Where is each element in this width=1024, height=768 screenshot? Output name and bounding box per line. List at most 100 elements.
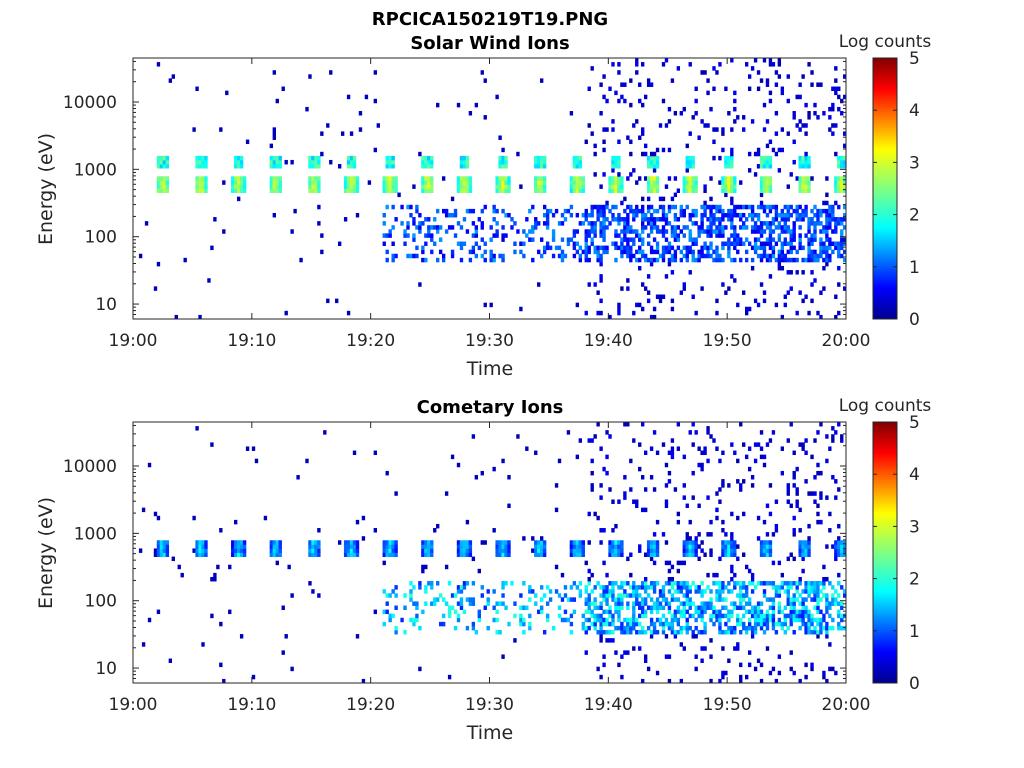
heatmap-cell (783, 589, 787, 594)
heatmap-cell (400, 617, 404, 623)
colorbar-tick-label: 5 (909, 49, 920, 69)
heatmap-cell (724, 597, 728, 602)
heatmap-cell (804, 233, 808, 238)
heatmap-cell (501, 253, 505, 259)
heatmap-cell (602, 662, 606, 668)
heatmap-cell (727, 249, 731, 255)
heatmap-cell (661, 589, 666, 594)
heatmap-cell (275, 164, 279, 169)
heatmap-cell (195, 548, 199, 553)
heatmap-cell (840, 180, 844, 185)
heatmap-cell (837, 159, 841, 165)
heatmap-cell (572, 229, 577, 234)
heatmap-cell (834, 670, 838, 676)
heatmap-cell (813, 257, 817, 263)
heatmap-cell (427, 548, 431, 553)
heatmap-cell (756, 609, 761, 615)
heatmap-cell (643, 629, 648, 635)
heatmap-cell (507, 184, 511, 189)
colorbar-tick-label: 1 (909, 622, 920, 642)
heatmap-cell (409, 581, 413, 586)
heatmap-cell (667, 208, 672, 214)
heatmap-cell (584, 241, 588, 246)
heatmap-cells (138, 58, 847, 320)
heatmap-cell (744, 225, 749, 230)
heatmap-cell (593, 601, 597, 606)
heatmap-cell (822, 674, 826, 680)
heatmap-cell (697, 462, 701, 468)
heatmap-cell (670, 564, 675, 570)
heatmap-cell (596, 422, 600, 427)
heatmap-cell (602, 127, 606, 132)
heatmap-cell (352, 176, 357, 181)
heatmap-cell (234, 180, 238, 185)
heatmap-cell (801, 597, 805, 602)
heatmap-cell (269, 184, 274, 189)
heatmap-cell (614, 523, 618, 529)
heatmap-cell (548, 208, 553, 214)
heatmap-cell (427, 552, 431, 557)
heatmap-cell (709, 638, 713, 643)
heatmap-cell (174, 314, 178, 320)
heatmap-cell (655, 519, 660, 525)
heatmap-cell (418, 151, 422, 157)
heatmap-cell (156, 180, 161, 185)
heatmap-cell (789, 585, 793, 590)
heatmap-cell (739, 237, 743, 242)
heatmap-cell (608, 544, 612, 549)
heatmap-cell (596, 290, 600, 295)
heatmap-cell (320, 151, 324, 157)
heatmap-cell (198, 184, 202, 189)
heatmap-cell (468, 208, 473, 214)
heatmap-cell (712, 221, 716, 226)
heatmap-cell (783, 605, 787, 610)
heatmap-cell (682, 605, 686, 610)
heatmap-cell (611, 188, 615, 193)
heatmap-cell (789, 503, 793, 509)
heatmap-cell (691, 422, 695, 427)
heatmap-cell (750, 217, 755, 222)
heatmap-cell (611, 180, 615, 185)
heatmap-cell (638, 548, 642, 553)
heatmap-cell (733, 204, 737, 210)
heatmap-cell (605, 638, 609, 643)
heatmap-cell (617, 233, 621, 238)
heatmap-cell (626, 621, 630, 627)
heatmap-cell (611, 617, 615, 623)
heatmap-cell (661, 196, 666, 202)
heatmap-cell (421, 609, 425, 615)
heatmap-cell (709, 589, 713, 594)
heatmap-cell (694, 241, 698, 246)
heatmap-cell (617, 310, 621, 316)
heatmap-cell (813, 225, 817, 230)
heatmap-cell (638, 257, 642, 263)
heatmap-cell (626, 601, 630, 606)
heatmap-cell (792, 593, 796, 598)
heatmap-cell (667, 261, 672, 267)
heatmap-cell (825, 678, 829, 684)
heatmap-cell (667, 119, 672, 124)
heatmap-cell (718, 678, 722, 684)
heatmap-cell (780, 470, 785, 476)
heatmap-cell (652, 544, 657, 549)
heatmap-cell (730, 257, 734, 263)
heatmap-cell (534, 601, 538, 606)
heatmap-cell (813, 438, 817, 443)
heatmap-cell (599, 528, 603, 533)
heatmap-cell (165, 544, 170, 549)
heatmap-cell (231, 552, 235, 557)
heatmap-cell (646, 164, 651, 169)
heatmap-cell (388, 544, 392, 549)
heatmap-cell (715, 70, 719, 75)
heatmap-cell (771, 605, 776, 610)
heatmap-cell (742, 593, 746, 598)
heatmap-cell (750, 225, 755, 230)
heatmap-cell (816, 634, 820, 639)
heatmap-cell (308, 74, 312, 79)
heatmap-cell (632, 217, 636, 222)
heatmap-cell (774, 593, 779, 598)
heatmap-cell (691, 208, 695, 214)
heatmap-cell (783, 229, 787, 234)
heatmap-cell (311, 548, 315, 553)
heatmap-cell (792, 475, 796, 480)
